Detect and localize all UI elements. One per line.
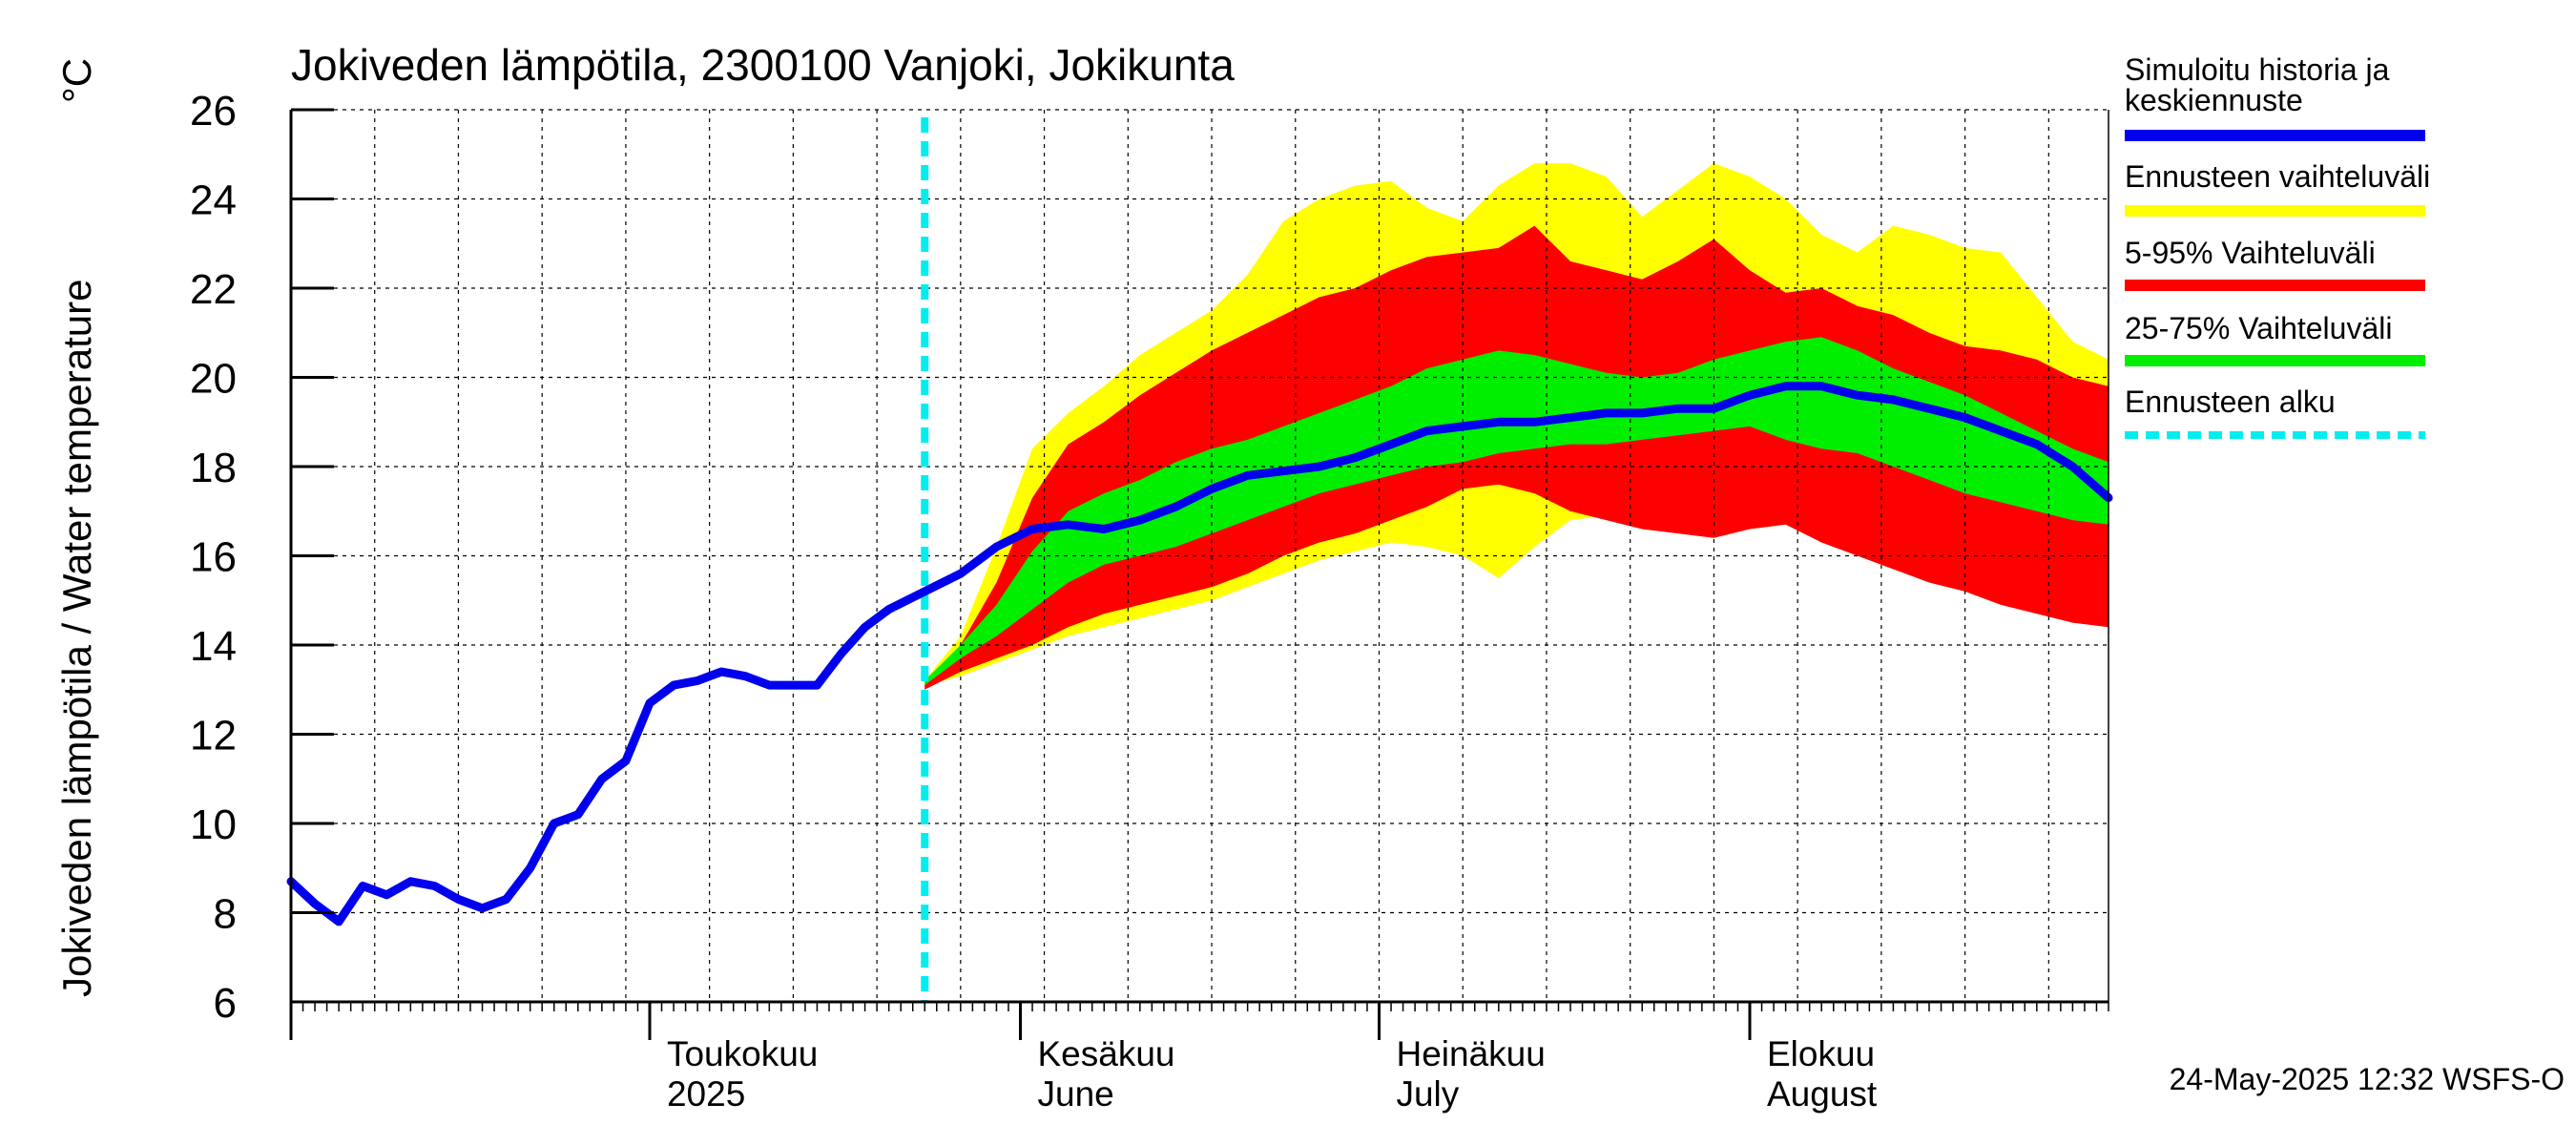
x-month-label-en: July	[1396, 1074, 1459, 1114]
axes: 68101214161820222426Toukokuu2025KesäkuuJ…	[190, 88, 2109, 1114]
y-tick-label: 26	[190, 88, 237, 135]
mean-line	[286, 382, 2113, 926]
x-month-label-en: August	[1767, 1074, 1878, 1114]
y-tick-label: 10	[190, 802, 237, 848]
band-3	[924, 337, 2109, 686]
y-axis-unit: °C	[54, 58, 99, 103]
y-tick-label: 16	[190, 534, 237, 581]
forecast-bands	[924, 163, 2109, 690]
legend-label-1: keskiennuste	[2125, 83, 2303, 117]
y-tick-label: 6	[214, 980, 237, 1027]
x-month-label-fi: Kesäkuu	[1038, 1034, 1175, 1073]
series-lines	[286, 117, 2113, 1002]
y-tick-label: 24	[190, 177, 237, 224]
y-tick-label: 12	[190, 713, 237, 760]
chart-title: Jokiveden lämpötila, 2300100 Vanjoki, Jo…	[291, 40, 1235, 90]
legend-label-1: Simuloitu historia ja	[2125, 52, 2390, 87]
legend-label-2: Ennusteen vaihteluväli	[2125, 159, 2430, 194]
y-tick-label: 14	[190, 623, 237, 670]
x-month-label-en: June	[1038, 1074, 1114, 1114]
timestamp-footer: 24-May-2025 12:32 WSFS-O	[2170, 1062, 2565, 1096]
legend-label-3: 5-95% Vaihteluväli	[2125, 236, 2376, 270]
y-axis-label: Jokiveden lämpötila / Water temperature	[54, 280, 99, 997]
x-month-label-fi: Toukokuu	[667, 1034, 818, 1073]
y-tick-label: 8	[214, 891, 237, 938]
x-month-label-fi: Elokuu	[1767, 1034, 1875, 1073]
x-month-label-fi: Heinäkuu	[1396, 1034, 1545, 1073]
y-tick-label: 22	[190, 266, 237, 313]
grid	[291, 109, 2109, 1002]
legend-label-4: 25-75% Vaihteluväli	[2125, 311, 2392, 345]
y-tick-label: 20	[190, 356, 237, 403]
x-month-label-en: 2025	[667, 1074, 745, 1114]
y-tick-label: 18	[190, 445, 237, 491]
legend-label-5: Ennusteen alku	[2125, 385, 2336, 419]
